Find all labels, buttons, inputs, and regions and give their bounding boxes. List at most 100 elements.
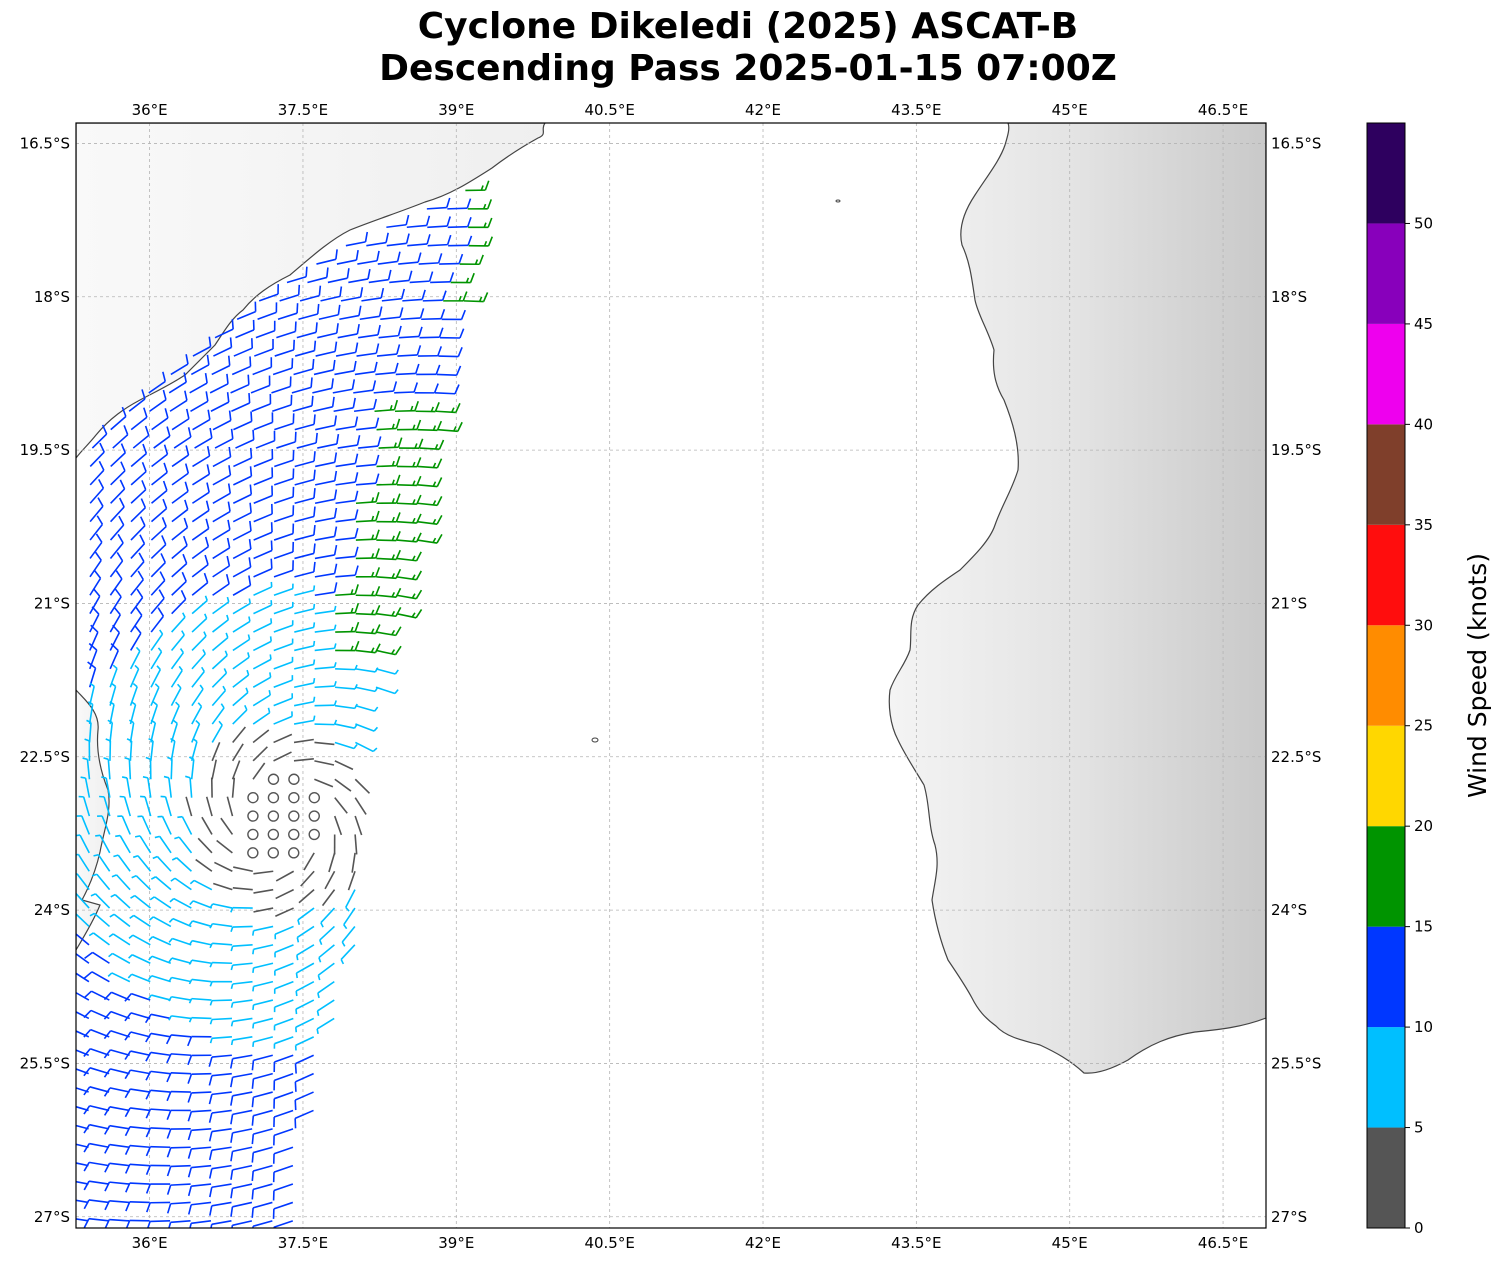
wind-barb — [232, 705, 248, 725]
wind-barb — [211, 742, 221, 762]
lat-tick-label-right: 24°S — [1271, 901, 1307, 919]
wind-barb — [230, 1091, 253, 1106]
wind-barb — [209, 903, 233, 909]
calm-circle — [288, 828, 300, 841]
wind-barb — [211, 759, 217, 780]
wind-barb — [171, 408, 190, 431]
wind-barb — [231, 760, 241, 780]
lat-tick-label-left: 22.5°S — [20, 748, 70, 766]
wind-barb — [273, 620, 294, 633]
wind-barb — [109, 913, 131, 928]
wind-barb — [125, 1200, 150, 1212]
wind-barb — [130, 570, 144, 596]
wind-barb — [166, 1090, 191, 1102]
wind-barb — [188, 997, 212, 1004]
wind-barb — [374, 399, 399, 413]
lon-tick-label-top: 46.5°E — [1198, 101, 1248, 119]
wind-barb — [376, 549, 401, 561]
wind-barb — [208, 1109, 232, 1123]
colorbar-tick-label: 20 — [1414, 817, 1433, 835]
wind-barb — [188, 1016, 212, 1023]
wind-barb — [447, 198, 472, 210]
wind-barb — [76, 912, 90, 928]
wind-barb — [271, 376, 292, 394]
wind-barb — [334, 360, 357, 376]
wind-barb — [145, 1089, 171, 1100]
wind-barb — [273, 1054, 294, 1073]
wind-barb — [127, 973, 151, 983]
wind-barb — [232, 726, 247, 743]
wind-barb — [76, 1124, 89, 1130]
lon-tick-label-bottom: 40.5°E — [584, 1234, 634, 1252]
colorbar-tick-label: 35 — [1414, 516, 1433, 534]
wind-barb — [321, 889, 336, 907]
wind-barb — [274, 962, 294, 976]
colorbar-bin — [1367, 1027, 1405, 1128]
wind-barb — [335, 527, 359, 541]
wind-barb — [313, 359, 336, 376]
wind-barb — [128, 934, 151, 946]
wind-barb — [189, 900, 213, 909]
wind-barb — [108, 952, 131, 964]
wind-barb — [314, 526, 338, 541]
lon-tick-label-bottom: 39°E — [438, 1234, 474, 1252]
plot-frame — [75, 122, 1267, 1229]
wind-barb — [125, 1182, 150, 1193]
wind-barb — [170, 701, 180, 725]
islet-europa — [591, 737, 599, 743]
wind-barb — [232, 598, 251, 615]
wind-barb — [376, 455, 401, 468]
wind-barb — [231, 392, 251, 412]
wind-barb — [128, 954, 151, 964]
wind-barb — [209, 1017, 233, 1025]
wind-barb — [406, 215, 431, 229]
wind-barb — [231, 743, 244, 762]
wind-barb — [211, 355, 231, 376]
wind-barb — [80, 776, 91, 798]
wind-barb — [171, 481, 189, 504]
wind-barb — [124, 1031, 151, 1041]
wind-barb — [112, 425, 129, 449]
wind-barb — [171, 571, 187, 596]
wind-barb — [209, 922, 233, 929]
wind-barb — [168, 976, 192, 983]
wind-barb — [150, 876, 172, 891]
wind-barb — [212, 596, 230, 615]
wind-barb — [130, 894, 151, 909]
wind-barb — [150, 516, 167, 541]
lon-tick-label-bottom: 43.5°E — [891, 1234, 941, 1252]
wind-barb — [399, 326, 423, 339]
wind-barb — [439, 328, 465, 339]
wind-barb — [351, 852, 356, 873]
wind-barb — [400, 308, 425, 321]
wind-barb — [272, 1201, 294, 1219]
wind-barb — [154, 835, 172, 854]
lon-tick-label-top: 43.5°E — [891, 101, 941, 119]
wind-barb — [298, 303, 320, 321]
wind-barb — [76, 1180, 89, 1185]
wind-barb — [145, 1070, 171, 1081]
wind-barb — [315, 452, 338, 468]
wind-barb — [103, 1068, 130, 1078]
wind-barb — [208, 1146, 232, 1161]
wind-barb — [152, 855, 172, 872]
wind-barb — [296, 944, 315, 961]
wind-barb — [235, 429, 255, 449]
wind-barb — [294, 561, 316, 578]
wind-barb — [168, 957, 192, 965]
wind-barb — [212, 465, 232, 486]
wind-barb — [252, 690, 272, 707]
wind-barb — [314, 470, 338, 486]
wind-barb — [396, 589, 423, 600]
wind-barb — [327, 268, 350, 284]
wind-barb — [130, 480, 147, 504]
wind-barb — [273, 675, 294, 689]
wind-barb — [293, 758, 314, 762]
wind-barb — [145, 1183, 171, 1194]
wind-barb — [361, 287, 385, 302]
wind-barb — [148, 371, 167, 394]
wind-barb — [251, 1091, 273, 1108]
wind-barb — [208, 1072, 232, 1086]
wind-barb — [165, 1034, 192, 1045]
